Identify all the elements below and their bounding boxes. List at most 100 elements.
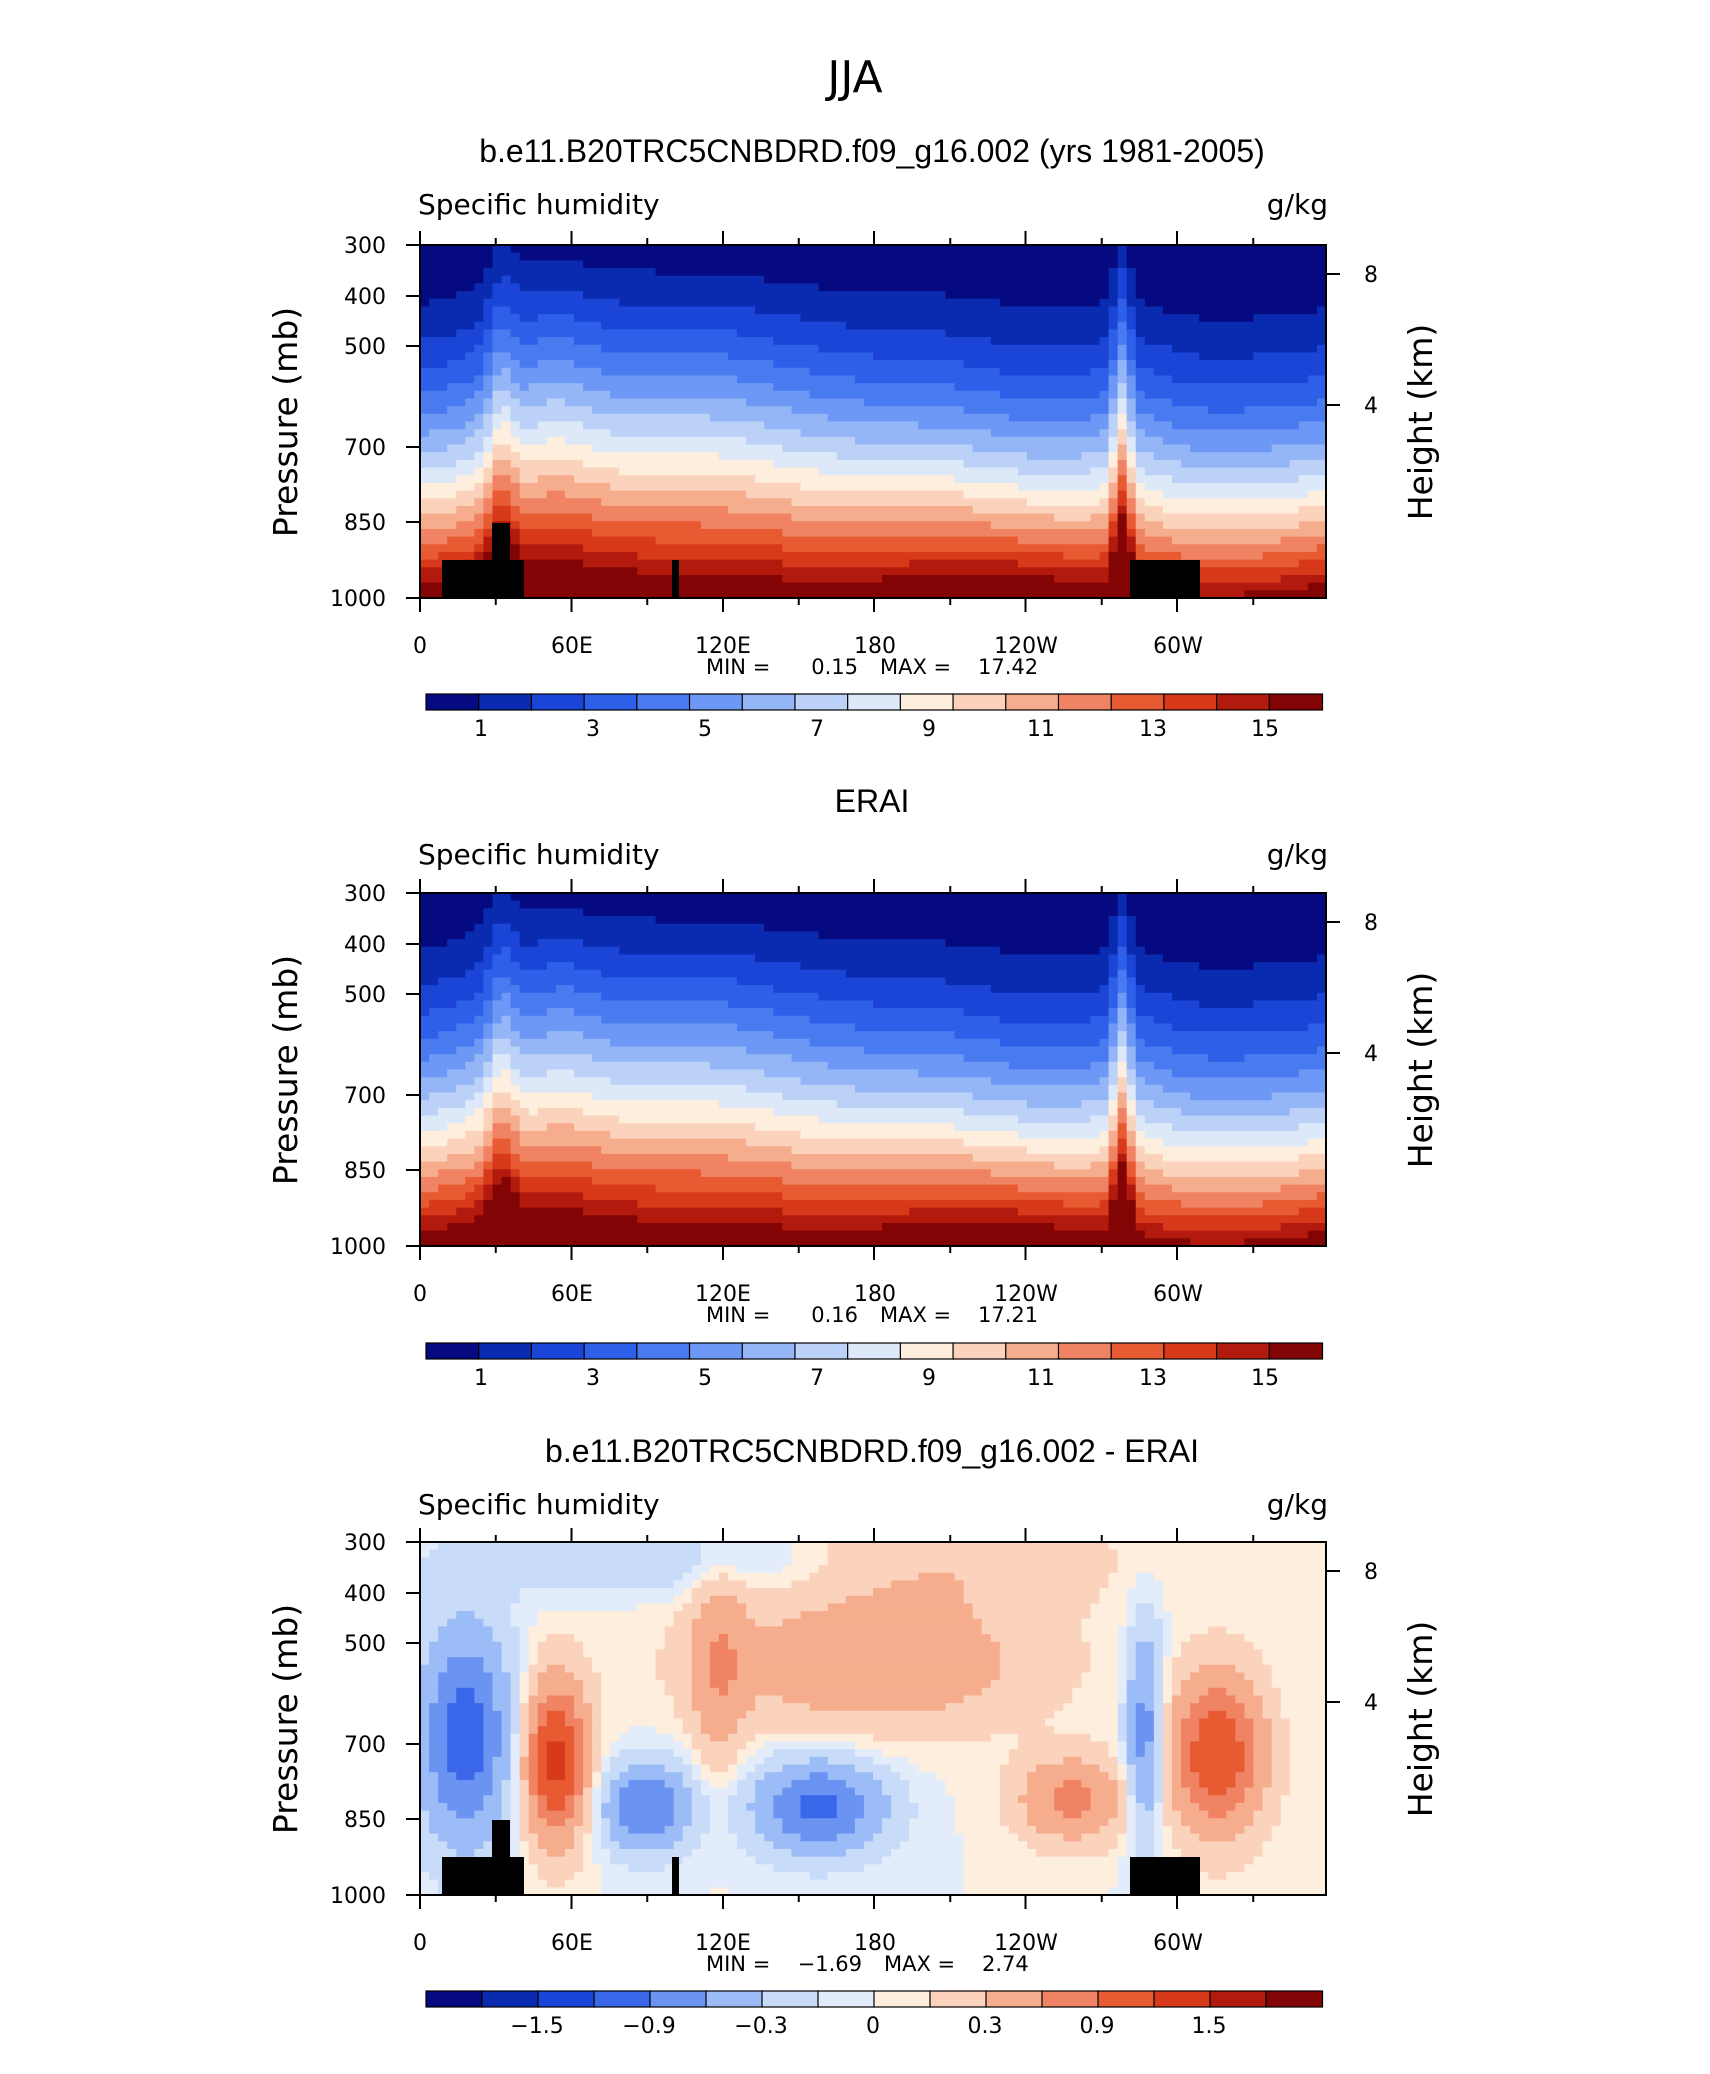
contour-cell <box>945 977 1110 986</box>
contour-cell <box>1117 268 1128 277</box>
contour-cell <box>1117 1038 1128 1048</box>
y-axis-title: Pressure (mb) <box>266 307 305 537</box>
contour-cell <box>474 390 494 400</box>
contour-cell <box>537 1841 575 1850</box>
colorbar-swatch <box>873 1990 932 2008</box>
contour-cell <box>818 931 1110 940</box>
contour-cell <box>963 1695 1073 1704</box>
contour-cell <box>420 268 485 277</box>
contour-cell <box>628 1764 666 1773</box>
contour-cell <box>438 1031 485 1040</box>
contour-cell <box>574 1810 584 1819</box>
contour-cell <box>583 1841 593 1850</box>
contour-cell <box>501 946 512 955</box>
contour-cell <box>1117 1123 1128 1132</box>
contour-cell <box>528 1657 539 1666</box>
contour-cell <box>1135 459 1182 469</box>
contour-cell <box>1144 390 1327 400</box>
contour-cell <box>1162 1710 1173 1720</box>
contour-cell <box>420 1618 448 1628</box>
contour-cell <box>1027 498 1101 507</box>
contour-cell <box>1144 498 1327 507</box>
contour-cell <box>918 1572 956 1581</box>
contour-cell <box>1090 513 1110 522</box>
contour-cell <box>447 939 494 948</box>
contour-cell <box>583 1802 593 1812</box>
contour-cell <box>999 1657 1092 1666</box>
contour-cell <box>420 1672 439 1681</box>
contour-cell <box>420 544 475 553</box>
contour-cell <box>1271 1733 1291 1743</box>
contour-cell <box>1117 1680 1128 1689</box>
colorbar-label: 11 <box>1027 1366 1055 1391</box>
contour-cell <box>1271 1726 1291 1735</box>
contour-cell <box>1117 452 1128 461</box>
contour-cell <box>1135 939 1327 948</box>
contour-cell <box>583 1772 593 1781</box>
contour-cell <box>1144 467 1327 476</box>
contour-cell <box>1108 406 1119 415</box>
contour-cell <box>891 1764 919 1773</box>
topography-mask <box>672 560 679 598</box>
contour-cell <box>1162 1603 1327 1612</box>
contour-cell <box>483 916 657 925</box>
contour-cell <box>1298 559 1327 568</box>
contour-cell <box>510 275 765 284</box>
contour-cell <box>1117 1779 1128 1789</box>
contour-cell <box>420 1810 430 1819</box>
contour-cell <box>592 1733 602 1743</box>
contour-cell <box>510 1023 738 1032</box>
contour-cell <box>1135 1015 1155 1025</box>
contour-cell <box>655 1649 693 1658</box>
contour-cell <box>601 1703 675 1712</box>
contour-cell <box>1090 1664 1119 1674</box>
contour-cell <box>1153 1818 1164 1827</box>
contour-cell <box>1108 916 1119 925</box>
contour-cell <box>537 1787 575 1796</box>
contour-cell <box>1099 985 1110 994</box>
contour-cell <box>1135 1215 1327 1224</box>
contour-cell <box>1153 1657 1164 1666</box>
contour-cell <box>700 1557 793 1566</box>
contour-cell <box>1117 1726 1128 1735</box>
contour-cell <box>492 459 512 469</box>
contour-cell <box>1108 1818 1128 1827</box>
contour-cell <box>737 1565 783 1574</box>
contour-cell <box>510 413 711 423</box>
contour-cell <box>465 352 485 361</box>
contour-cell <box>1090 1161 1110 1170</box>
contour-cell <box>873 1772 901 1781</box>
contour-cell <box>492 337 521 346</box>
contour-cell <box>501 1779 512 1789</box>
contour-cell <box>519 1069 548 1078</box>
contour-cell <box>1144 482 1327 492</box>
contour-cell <box>673 1810 693 1819</box>
contour-cell <box>691 1641 711 1651</box>
contour-cell <box>746 1603 829 1612</box>
contour-cell <box>1307 490 1327 499</box>
contour-cell <box>1126 1764 1137 1773</box>
contour-cell <box>827 1061 1010 1071</box>
contour-cell <box>655 268 1110 277</box>
contour-cell <box>1117 298 1128 307</box>
colorbar-swatch <box>741 1342 797 1360</box>
colorbar <box>425 1990 1324 2008</box>
contour-cell <box>1162 1649 1173 1658</box>
y-tick-label-right: 4 <box>1364 1691 1378 1716</box>
contour-cell <box>519 1741 530 1750</box>
contour-cell <box>1117 306 1128 315</box>
contour-cell <box>492 452 521 461</box>
contour-cell <box>1190 1710 1209 1720</box>
contour-cell <box>420 444 448 453</box>
contour-cell <box>737 1841 774 1850</box>
contour-cell <box>1135 1199 1182 1209</box>
contour-cell <box>1171 1772 1182 1781</box>
contour-cell <box>1117 1184 1128 1193</box>
contour-cell <box>972 505 1110 515</box>
contour-cell <box>438 1795 485 1804</box>
contour-cell <box>456 1772 475 1781</box>
contour-cell <box>882 1818 910 1827</box>
contour-cell <box>601 367 811 377</box>
contour-cell <box>420 1215 475 1224</box>
contour-cell <box>1108 962 1119 971</box>
